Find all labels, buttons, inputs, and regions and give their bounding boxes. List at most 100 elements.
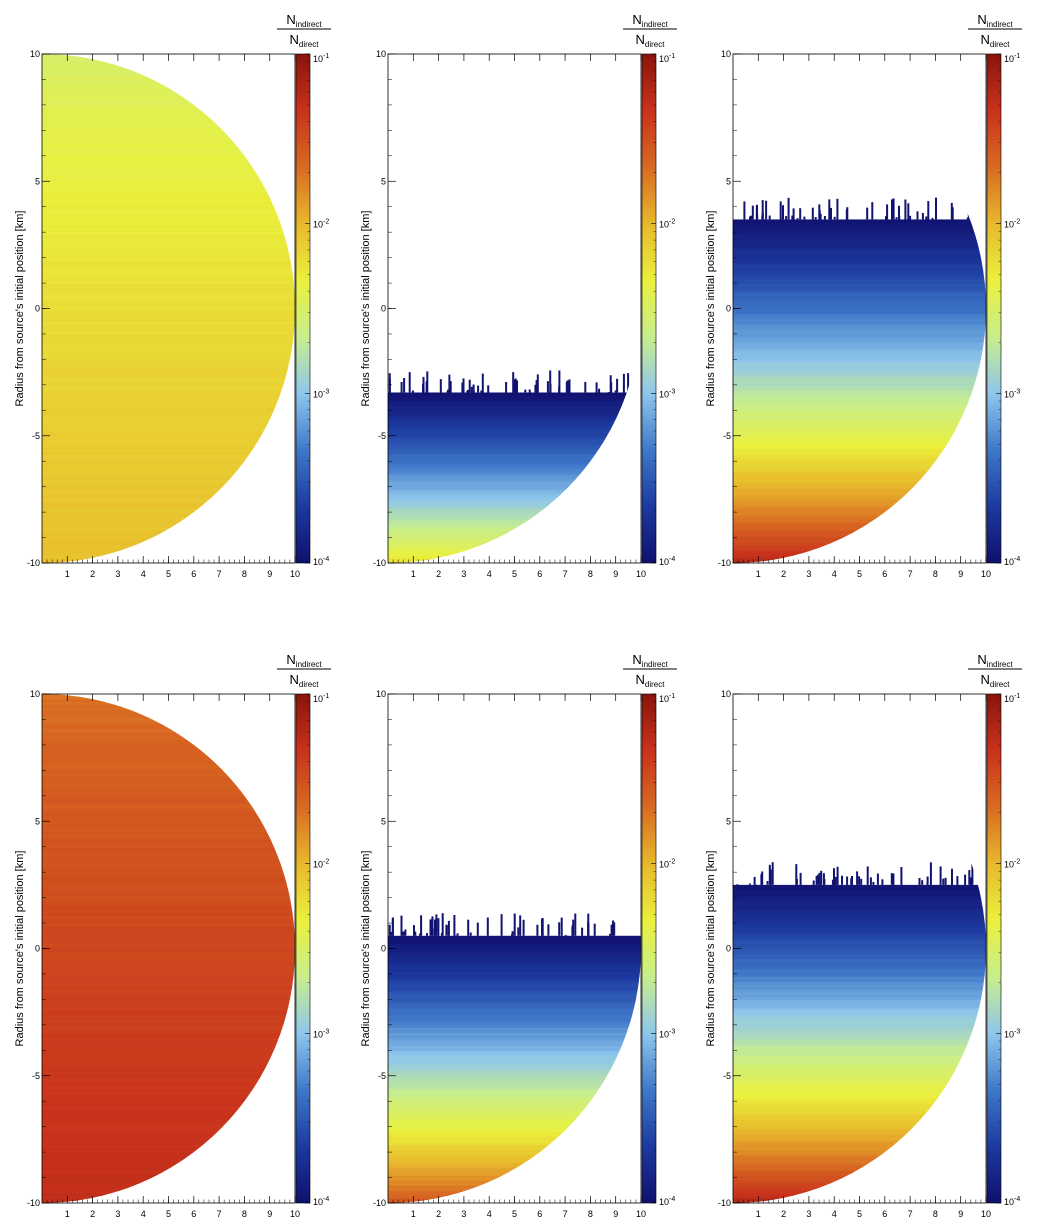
heatmap-cell [733, 377, 986, 381]
heatmap-edge-cell [511, 932, 514, 936]
heatmap-cell [388, 425, 641, 429]
heatmap-cell [733, 372, 986, 376]
heatmap-cell [733, 407, 986, 411]
heatmap-edge-cell [967, 196, 970, 220]
heatmap-cell [388, 973, 641, 978]
heatmap-cell [733, 517, 986, 521]
heatmap-edge-cell [749, 216, 751, 220]
heatmap-edge-cell [886, 204, 889, 220]
x-tick-label: 6 [191, 1209, 196, 1219]
heatmap-cell [733, 1027, 986, 1031]
heatmap-edge-cell [514, 378, 517, 393]
heatmap-edge-cell [751, 205, 754, 220]
colorbar-tick-label: 10-2 [313, 859, 329, 870]
heatmap-cell [733, 392, 986, 396]
x-tick-label: 10 [981, 1209, 991, 1219]
x-tick-label: 10 [636, 1209, 646, 1219]
heatmap-cell [388, 1055, 641, 1059]
heatmap-edge-cell [467, 919, 470, 936]
heatmap-edge-cell [447, 389, 449, 393]
heatmap-edge-cell [860, 878, 863, 885]
heatmap-cell [42, 445, 295, 450]
heatmap-edge-cell [425, 381, 428, 393]
heatmap-cell [733, 1134, 986, 1138]
heatmap-cell [733, 984, 986, 988]
heatmap-cell [42, 395, 295, 399]
heatmap-cell [42, 219, 295, 223]
colorbar-tick-label: 10-2 [659, 219, 675, 230]
heatmap-cell [42, 823, 295, 827]
heatmap-cell [42, 372, 295, 376]
heatmap-cell [388, 1157, 641, 1161]
heatmap-edge-cell [470, 386, 473, 393]
heatmap-edge-cell [439, 379, 442, 393]
heatmap-cell [42, 283, 295, 287]
heatmap-cell [388, 415, 641, 419]
heatmap-edge-cell [876, 873, 879, 885]
heatmap-cell [388, 986, 641, 990]
chart-panel-2: 1 2 3 4 5 6 7 8 9 10 10 5 0 -5 -10 Radius from source's… [360, 12, 677, 579]
heatmap-cell [733, 272, 986, 277]
heatmap-cell [733, 889, 986, 894]
heatmap-cell [733, 428, 986, 432]
heatmap-cell [733, 1091, 986, 1095]
colorbar [641, 693, 657, 1204]
heatmap-cell [388, 940, 641, 945]
heatmap-edge-cell [400, 915, 403, 936]
colorbar-title-numerator: Nindirect [977, 12, 1013, 29]
heatmap-cell [42, 793, 295, 797]
heatmap-edge-cell [614, 390, 617, 393]
heatmap-cell [42, 407, 295, 411]
heatmap-cell [42, 729, 295, 733]
heatmap-cell [42, 112, 295, 116]
heatmap-cell [42, 163, 295, 167]
heatmap-cell [42, 836, 295, 840]
heatmap-cell [733, 979, 986, 983]
heatmap-cell [42, 1078, 295, 1082]
heatmap-edge-cell [429, 919, 432, 936]
heatmap-edge-cell [846, 876, 849, 885]
heatmap-cell [733, 270, 986, 274]
heatmap-cell [733, 285, 986, 289]
heatmap-edge-cell [595, 382, 598, 393]
heatmap-cell [733, 902, 986, 906]
heatmap-cell [42, 402, 295, 406]
x-tick-label: 5 [512, 569, 517, 579]
heatmap-cell [388, 1121, 641, 1125]
heatmap-cell [388, 1119, 641, 1123]
heatmap-cell [733, 499, 986, 503]
heatmap-cell [733, 473, 986, 478]
heatmap-cell [733, 234, 986, 238]
heatmap-cell [733, 445, 986, 450]
heatmap-cell [42, 440, 295, 444]
heatmap-field [733, 196, 986, 563]
heatmap-edge-cell [480, 390, 483, 393]
heatmap-cell [42, 961, 295, 965]
heatmap-cell [42, 351, 295, 355]
heatmap-cell [388, 1024, 641, 1028]
heatmap-cell [42, 344, 295, 348]
heatmap-cell [42, 255, 295, 259]
heatmap-cell [42, 280, 295, 284]
heatmap-edge-cell [534, 384, 537, 393]
heatmap-cell [42, 991, 295, 995]
heatmap-cell [42, 1085, 295, 1090]
heatmap-edge-cell [546, 381, 549, 393]
heatmap-edge-cell [909, 215, 912, 220]
heatmap-edge-cell [761, 215, 764, 220]
heatmap-cell [733, 1019, 986, 1023]
heatmap-cell [42, 841, 295, 845]
colorbar-tick-label: 10-3 [1004, 1028, 1020, 1039]
x-tick-label: 10 [981, 569, 991, 579]
heatmap-cell [733, 917, 986, 922]
heatmap-cell [388, 938, 641, 942]
y-tick-label: -10 [373, 558, 386, 568]
y-tick-label: -5 [32, 431, 40, 441]
heatmap-edge-cell [881, 879, 884, 885]
heatmap-edge-cell [584, 381, 587, 393]
heatmap-cell [42, 137, 295, 142]
heatmap-cell [42, 183, 295, 187]
x-tick-label: 3 [461, 1209, 466, 1219]
heatmap-cell [733, 425, 986, 429]
colorbar-title-denominator: Ndirect [636, 672, 666, 689]
